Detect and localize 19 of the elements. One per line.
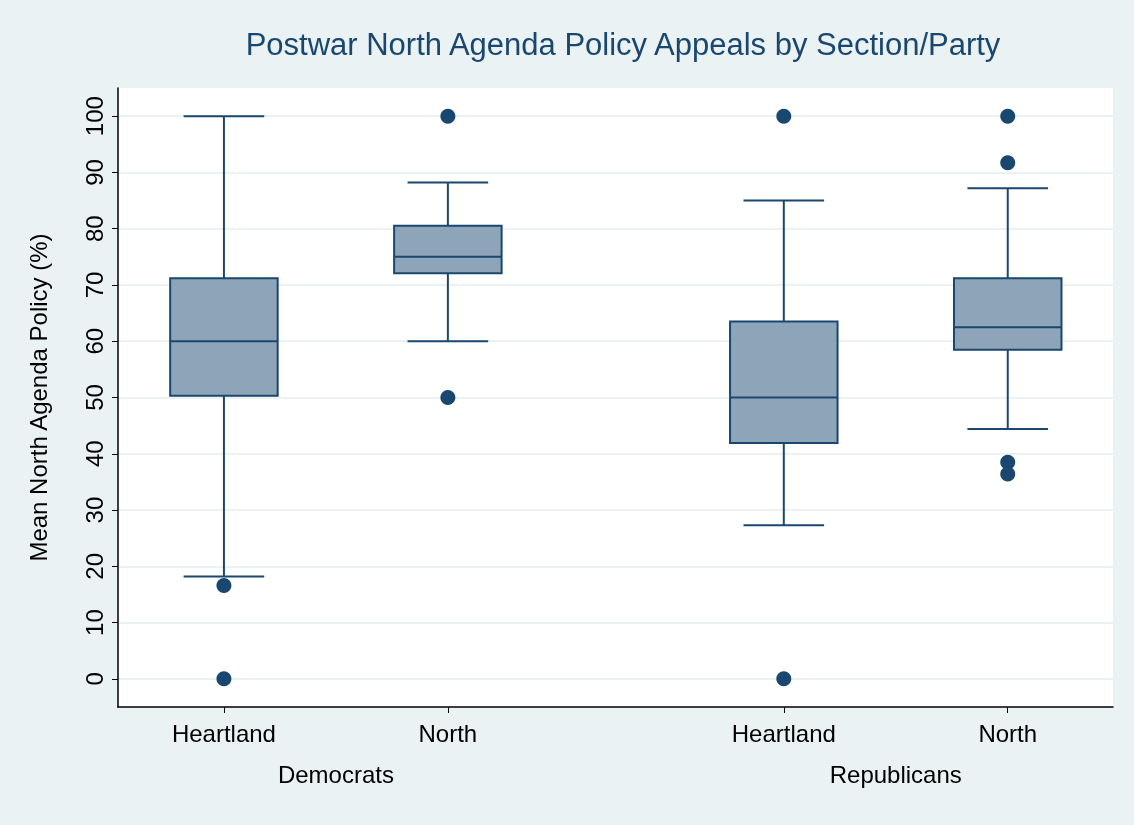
y-axis-title: Mean North Agenda Policy (%) — [24, 233, 52, 562]
y-tick-label: 10 — [80, 609, 108, 636]
y-tick-label: 0 — [80, 672, 108, 686]
y-tick-label: 80 — [80, 215, 108, 243]
chart-title: Postwar North Agenda Policy Appeals by Section/Party — [245, 27, 1001, 62]
x-tick-label: North — [978, 719, 1038, 747]
y-tick-label: 30 — [80, 496, 108, 524]
text: Republicans — [829, 760, 962, 788]
y-tick-label: 50 — [80, 384, 108, 411]
x-tick-label: North — [418, 719, 478, 747]
text: Democrats — [277, 760, 394, 788]
y-tick-label: 90 — [80, 159, 108, 186]
y-tick-label: 70 — [80, 271, 108, 299]
x-tick-label: Heartland — [171, 719, 276, 747]
y-tick-label: 20 — [80, 552, 108, 580]
y-tick-label: 60 — [80, 327, 108, 355]
x-tick-label: Heartland — [731, 719, 836, 747]
y-tick-label: 40 — [80, 440, 108, 468]
y-tick-label: 100 — [80, 96, 108, 137]
